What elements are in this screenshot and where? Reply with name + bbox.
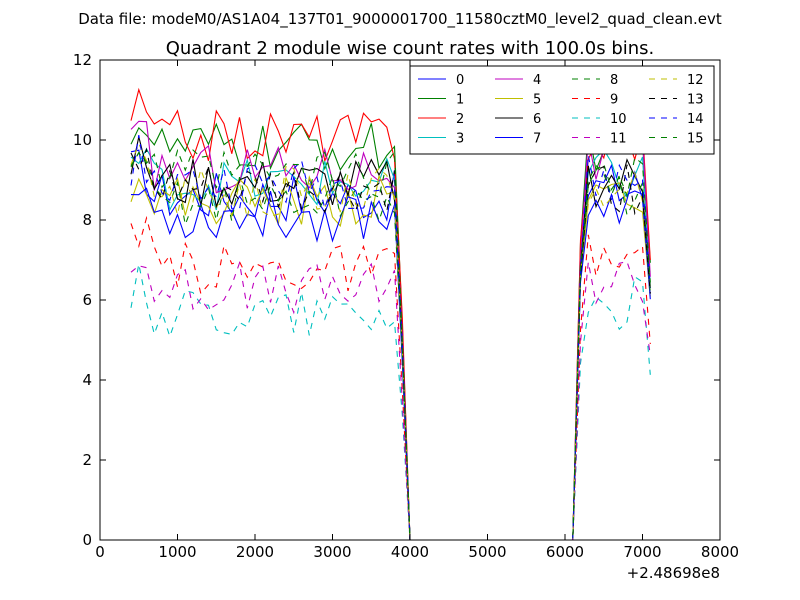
series-line-7 — [130, 170, 651, 541]
legend-label-13: 13 — [687, 93, 704, 108]
series-line-13 — [130, 147, 651, 541]
legend-box — [409, 65, 715, 155]
x-tick-label: 2000 — [236, 543, 274, 561]
x-tick-label: 6000 — [546, 543, 584, 561]
legend-label-3: 3 — [456, 132, 464, 147]
y-tick-label: 2 — [82, 451, 92, 469]
legend-label-2: 2 — [456, 112, 464, 127]
series-line-4 — [130, 120, 651, 541]
x-tick-label: 5000 — [468, 543, 506, 561]
legend-label-14: 14 — [687, 112, 704, 127]
legend-label-1: 1 — [456, 93, 464, 108]
y-tick-label: 4 — [82, 371, 92, 389]
legend-label-10: 10 — [610, 112, 627, 127]
y-tick-label: 12 — [73, 51, 92, 69]
chart-suptitle: Data file: modeM0/AS1A04_137T01_90000017… — [78, 10, 722, 29]
axis-ticks: 0 1000 2000 3000 4000 5000 6000 7000 80000246810… — [73, 51, 739, 561]
legend-label-9: 9 — [610, 93, 618, 108]
legend-label-6: 6 — [533, 112, 541, 127]
legend-label-4: 4 — [533, 73, 541, 88]
x-tick-label: 0 — [95, 543, 105, 561]
x-tick-label: 4000 — [391, 543, 429, 561]
legend-label-8: 8 — [610, 73, 618, 88]
y-tick-label: 10 — [73, 131, 92, 149]
y-tick-label: 6 — [82, 291, 92, 309]
legend-label-15: 15 — [687, 132, 704, 147]
x-tick-label: 1000 — [158, 543, 196, 561]
series-line-11 — [130, 260, 651, 541]
legend-label-11: 11 — [610, 132, 627, 147]
chart-title: Quadrant 2 module wise count rates with … — [166, 38, 655, 59]
x-tick-label: 3000 — [313, 543, 351, 561]
legend-label-7: 7 — [533, 132, 541, 147]
x-offset-label: +2.48698e8 — [627, 564, 720, 582]
plot-lines — [130, 87, 651, 541]
legend-label-12: 12 — [687, 73, 704, 88]
y-tick-label: 8 — [82, 211, 92, 229]
series-line-15 — [130, 148, 651, 541]
legend-label-0: 0 — [456, 73, 464, 88]
legend-label-5: 5 — [533, 93, 541, 108]
x-tick-label: 7000 — [623, 543, 661, 561]
series-line-5 — [130, 174, 651, 541]
y-tick-label: 0 — [82, 531, 92, 549]
x-tick-label: 8000 — [701, 543, 739, 561]
series-line-9 — [130, 215, 651, 541]
series-line-10 — [130, 263, 651, 541]
series-line-12 — [130, 142, 651, 541]
